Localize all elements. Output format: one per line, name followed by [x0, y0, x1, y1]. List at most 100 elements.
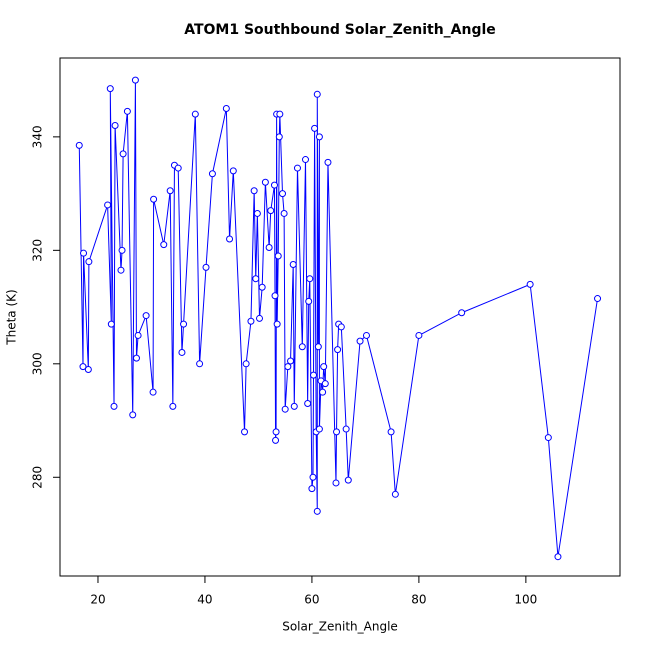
data-point: [149, 388, 157, 396]
data-point: [267, 207, 275, 215]
data-point: [313, 507, 321, 515]
data-point: [150, 195, 158, 203]
data-point: [334, 346, 342, 354]
data-point: [342, 425, 350, 433]
data-point: [314, 343, 322, 351]
data-point: [526, 280, 534, 288]
data-point: [281, 405, 289, 413]
data-point: [174, 164, 182, 172]
data-point: [274, 252, 282, 260]
data-point: [111, 122, 119, 130]
data-point: [273, 320, 281, 328]
data-point: [118, 246, 126, 254]
data-point: [226, 235, 234, 243]
data-point: [271, 292, 279, 300]
data-point: [247, 317, 255, 325]
data-point: [253, 209, 261, 217]
data-point: [305, 297, 313, 305]
data-point: [160, 241, 168, 249]
data-point: [166, 187, 174, 195]
y-axis-label: Theta (K): [5, 289, 19, 345]
data-point: [458, 309, 466, 317]
data-point: [169, 402, 177, 410]
data-point: [304, 400, 312, 408]
x-tick-label: 40: [197, 593, 212, 607]
data-point: [332, 479, 340, 487]
data-point: [319, 388, 327, 396]
data-point: [222, 104, 230, 112]
y-tick-label: 300: [31, 352, 45, 375]
data-point: [284, 363, 292, 371]
x-tick-label: 20: [90, 593, 105, 607]
data-point: [544, 434, 552, 442]
data-point: [104, 201, 112, 209]
data-point: [80, 249, 88, 257]
data-point: [309, 473, 317, 481]
data-point: [315, 133, 323, 141]
data-point: [180, 320, 188, 328]
data-point: [315, 425, 323, 433]
data-point: [79, 363, 87, 371]
data-point: [324, 158, 332, 166]
data-point: [287, 357, 295, 365]
data-point: [270, 181, 278, 189]
data-point: [265, 243, 273, 251]
data-point: [311, 124, 319, 132]
data-point: [131, 76, 139, 84]
data-point: [178, 348, 186, 356]
data-point: [261, 178, 269, 186]
data-point: [196, 360, 204, 368]
y-tick-label: 280: [31, 466, 45, 489]
x-axis-label: Solar_Zenith_Angle: [282, 620, 398, 634]
data-line: [78, 80, 599, 557]
data-point: [313, 90, 321, 98]
y-tick-label: 320: [31, 239, 45, 262]
data-point: [252, 275, 260, 283]
data-point: [293, 164, 301, 172]
data-point: [290, 402, 298, 410]
x-tick-label: 60: [304, 593, 319, 607]
data-point: [256, 314, 264, 322]
data-point: [289, 261, 297, 269]
x-tick-label: 100: [514, 593, 537, 607]
data-point: [75, 141, 83, 149]
data-point: [258, 283, 266, 291]
data-point: [344, 476, 352, 484]
data-point: [276, 110, 284, 118]
data-point: [387, 428, 395, 436]
data-point: [337, 323, 345, 331]
plot-frame: [59, 57, 621, 577]
data-point: [275, 133, 283, 141]
data-point: [302, 156, 310, 164]
data-point: [106, 85, 114, 93]
data-point: [320, 363, 328, 371]
data-point: [356, 337, 364, 345]
data-point: [142, 312, 150, 320]
data-point: [280, 209, 288, 217]
data-point: [191, 110, 199, 118]
data-point: [84, 365, 92, 373]
data-point: [241, 428, 249, 436]
data-point: [202, 263, 210, 271]
data-point: [391, 490, 399, 498]
data-point: [250, 187, 258, 195]
data-point: [107, 320, 115, 328]
data-point: [362, 331, 370, 339]
data-point: [310, 371, 318, 379]
data-point: [272, 428, 280, 436]
x-tick-label: 80: [411, 593, 426, 607]
data-point: [272, 436, 280, 444]
data-point: [279, 190, 287, 198]
data-point: [134, 331, 142, 339]
data-point: [415, 331, 423, 339]
data-point: [242, 360, 250, 368]
y-tick-label: 340: [31, 125, 45, 148]
data-point: [208, 170, 216, 178]
data-point: [110, 402, 118, 410]
data-point: [308, 485, 316, 493]
data-point: [123, 107, 131, 115]
data-point: [132, 354, 140, 362]
chart-title: ATOM1 Southbound Solar_Zenith_Angle: [184, 22, 496, 38]
data-point: [554, 553, 562, 561]
